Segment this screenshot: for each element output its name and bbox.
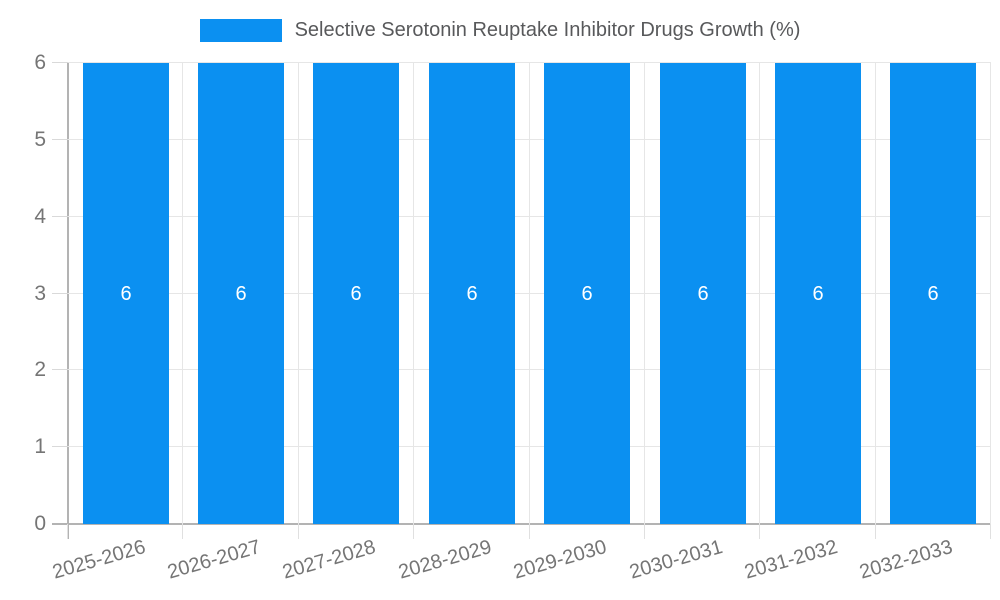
bar-2026-2027[interactable] — [198, 63, 284, 524]
vertical-gridline — [875, 63, 876, 524]
x-axis-tick — [644, 524, 645, 539]
bar-2029-2030[interactable] — [544, 63, 630, 524]
x-axis-tick — [413, 524, 414, 539]
y-tick-label: 4 — [34, 205, 46, 228]
vertical-gridline — [182, 63, 183, 524]
x-axis-tick — [875, 524, 876, 539]
y-tick-label: 6 — [34, 51, 46, 74]
bar-value-label: 6 — [466, 283, 478, 305]
y-axis-tick — [52, 369, 68, 370]
bar-value-label: 6 — [120, 283, 132, 305]
vertical-gridline — [529, 63, 530, 524]
y-axis-tick — [52, 62, 68, 63]
x-axis-line — [52, 523, 991, 525]
bar-value-label: 6 — [235, 283, 247, 305]
bar-2027-2028[interactable] — [313, 63, 399, 524]
y-axis-tick — [52, 293, 68, 294]
y-axis-tick — [52, 139, 68, 140]
legend-label: Selective Serotonin Reuptake Inhibitor D… — [294, 19, 801, 41]
y-axis-line — [67, 63, 69, 539]
vertical-gridline — [298, 63, 299, 524]
x-axis-tick — [759, 524, 760, 539]
vertical-gridline — [413, 63, 414, 524]
x-axis-tick — [67, 524, 68, 539]
vertical-gridline — [644, 63, 645, 524]
y-tick-label: 1 — [34, 435, 46, 458]
bar-2025-2026[interactable] — [83, 63, 169, 524]
x-axis-tick — [990, 524, 991, 539]
x-axis-tick — [182, 524, 183, 539]
plot-area: 0 1 2 3 4 5 6 6 6 6 6 6 6 6 6 2025-2026 2026-2027 2027-20… — [34, 52, 991, 584]
bar-value-label: 6 — [927, 283, 939, 305]
bar-value-label: 6 — [350, 283, 362, 305]
y-tick-label: 3 — [34, 282, 46, 305]
bar-value-label: 6 — [581, 283, 593, 305]
y-axis-tick — [52, 216, 68, 217]
x-axis-tick — [529, 524, 530, 539]
vertical-gridline — [990, 63, 991, 524]
horizontal-gridline — [68, 62, 991, 63]
vertical-gridline — [759, 63, 760, 524]
bar-2032-2033[interactable] — [890, 63, 976, 524]
y-tick-label: 0 — [34, 512, 46, 535]
legend: Selective Serotonin Reuptake Inhibitor D… — [0, 19, 1000, 42]
y-tick-label: 5 — [34, 128, 46, 151]
bar-2030-2031[interactable] — [660, 63, 746, 524]
legend-swatch — [199, 19, 282, 42]
y-axis-tick — [52, 446, 68, 447]
bar-value-label: 6 — [812, 283, 824, 305]
y-tick-label: 2 — [34, 358, 46, 381]
bar-value-label: 6 — [697, 283, 709, 305]
bar-2031-2032[interactable] — [775, 63, 861, 524]
x-axis-tick — [298, 524, 299, 539]
bar-2028-2029[interactable] — [429, 63, 515, 524]
